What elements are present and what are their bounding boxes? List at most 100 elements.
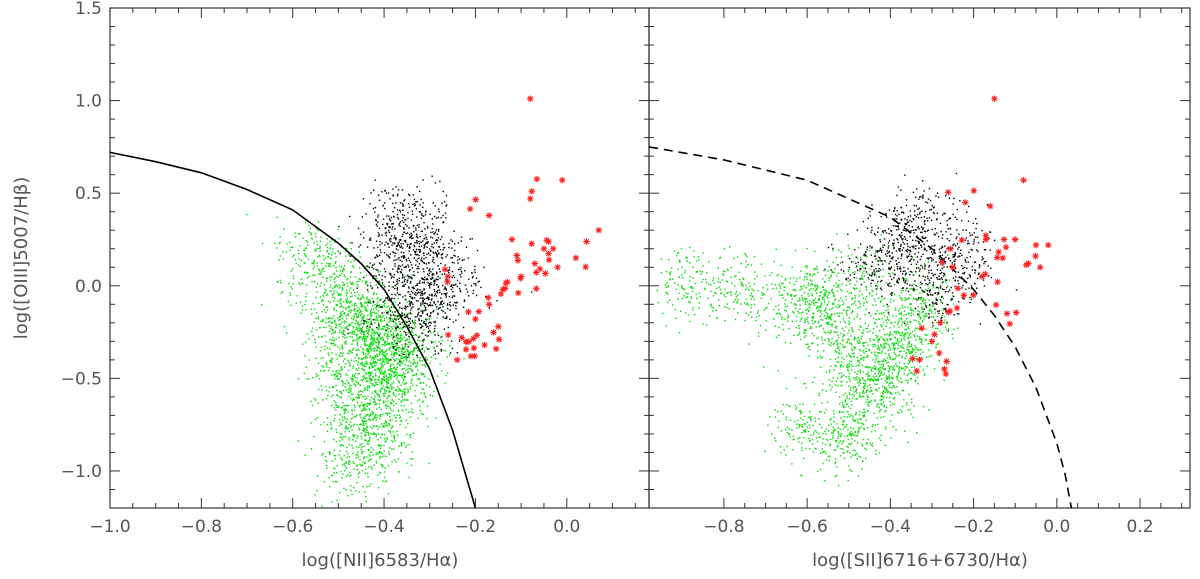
- scatter-point-green: [888, 345, 890, 347]
- scatter-point-green: [366, 344, 369, 346]
- scatter-point-green: [361, 401, 363, 404]
- scatter-point-green: [848, 307, 851, 310]
- scatter-point-green: [370, 310, 372, 312]
- scatter-point-green: [710, 304, 712, 307]
- scatter-point-green: [407, 388, 409, 390]
- scatter-point-green: [380, 359, 382, 361]
- scatter-point-green: [363, 404, 365, 406]
- scatter-point-black: [431, 304, 434, 307]
- scatter-point-green: [361, 319, 364, 321]
- scatter-point-green: [349, 323, 351, 326]
- scatter-point-green: [343, 463, 346, 465]
- scatter-point-green: [837, 342, 839, 345]
- scatter-point-red-asterisk: [540, 245, 548, 252]
- scatter-point-green: [665, 270, 668, 273]
- scatter-point-black: [403, 228, 405, 230]
- scatter-point-black: [442, 284, 444, 287]
- scatter-point-green: [357, 364, 359, 366]
- scatter-point-green: [381, 320, 383, 322]
- scatter-point-black: [420, 241, 422, 243]
- scatter-point-green: [321, 505, 323, 507]
- scatter-point-green: [310, 448, 313, 450]
- scatter-point-green: [335, 338, 337, 341]
- scatter-point-black: [443, 302, 445, 304]
- scatter-point-green: [390, 386, 393, 389]
- scatter-point-green: [859, 369, 862, 372]
- scatter-point-green: [331, 357, 333, 360]
- scatter-point-green: [351, 400, 354, 402]
- scatter-point-green: [842, 335, 844, 338]
- scatter-point-black: [388, 239, 391, 241]
- scatter-point-green: [374, 322, 376, 324]
- scatter-point-black: [463, 259, 465, 261]
- scatter-point-black: [432, 231, 434, 233]
- scatter-point-black: [390, 235, 393, 237]
- scatter-point-black: [419, 327, 422, 329]
- scatter-point-green: [859, 394, 861, 396]
- scatter-point-green: [386, 343, 388, 346]
- scatter-point-black: [412, 274, 414, 276]
- scatter-point-green: [350, 309, 353, 312]
- scatter-point-green: [853, 352, 855, 354]
- scatter-point-black: [388, 255, 390, 258]
- scatter-point-green: [351, 439, 354, 441]
- scatter-point-green: [370, 483, 372, 485]
- scatter-point-green: [346, 292, 348, 294]
- scatter-point-red-asterisk: [527, 195, 534, 202]
- scatter-point-green: [889, 392, 891, 394]
- scatter-point-green: [333, 264, 335, 267]
- scatter-point-green: [386, 412, 389, 415]
- scatter-point-green: [315, 346, 317, 348]
- scatter-point-green: [407, 390, 410, 392]
- scatter-point-green: [858, 392, 861, 394]
- scatter-point-green: [746, 255, 748, 258]
- scatter-point-black: [418, 307, 420, 310]
- scatter-point-green: [811, 282, 813, 285]
- scatter-point-green: [403, 441, 405, 444]
- scatter-point-black: [426, 225, 429, 228]
- scatter-point-green: [380, 463, 383, 466]
- scatter-point-green: [735, 296, 738, 298]
- scatter-point-green: [346, 297, 349, 300]
- scatter-point-green: [404, 356, 406, 359]
- scatter-point-green: [370, 432, 372, 435]
- scatter-point-green: [865, 341, 867, 344]
- scatter-point-green: [388, 373, 390, 375]
- scatter-point-black: [399, 271, 402, 273]
- scatter-point-green: [892, 385, 895, 388]
- scatter-point-green: [876, 389, 878, 391]
- scatter-point-green: [403, 405, 405, 407]
- scatter-point-black: [434, 353, 437, 355]
- scatter-point-green: [356, 329, 359, 332]
- scatter-point-green: [333, 290, 335, 292]
- scatter-point-green: [853, 346, 855, 348]
- scatter-point-black: [459, 268, 461, 271]
- scatter-point-black: [391, 226, 394, 228]
- scatter-point-green: [821, 339, 823, 341]
- x-tick-label: −0.6: [786, 517, 827, 537]
- scatter-point-green: [878, 349, 881, 351]
- scatter-point-green: [866, 377, 869, 380]
- scatter-point-green: [858, 364, 860, 367]
- scatter-point-green: [850, 387, 852, 389]
- scatter-point-black: [428, 270, 430, 272]
- scatter-point-green: [363, 389, 366, 391]
- scatter-point-green: [370, 458, 372, 460]
- scatter-point-black: [473, 282, 475, 285]
- scatter-point-green: [406, 324, 409, 327]
- scatter-point-green: [279, 236, 281, 238]
- scatter-point-green: [392, 343, 395, 346]
- scatter-point-green: [364, 491, 366, 493]
- scatter-point-green: [407, 391, 409, 394]
- scatter-point-green: [285, 251, 288, 253]
- scatter-point-green: [781, 294, 784, 296]
- scatter-point-black: [408, 206, 411, 209]
- scatter-point-green: [380, 447, 382, 450]
- scatter-point-black: [420, 302, 422, 304]
- scatter-point-black: [418, 210, 421, 213]
- scatter-point-green: [905, 380, 907, 382]
- scatter-point-black: [392, 314, 395, 316]
- scatter-point-green: [876, 378, 878, 381]
- scatter-point-black: [422, 240, 424, 242]
- scatter-point-green: [665, 286, 667, 289]
